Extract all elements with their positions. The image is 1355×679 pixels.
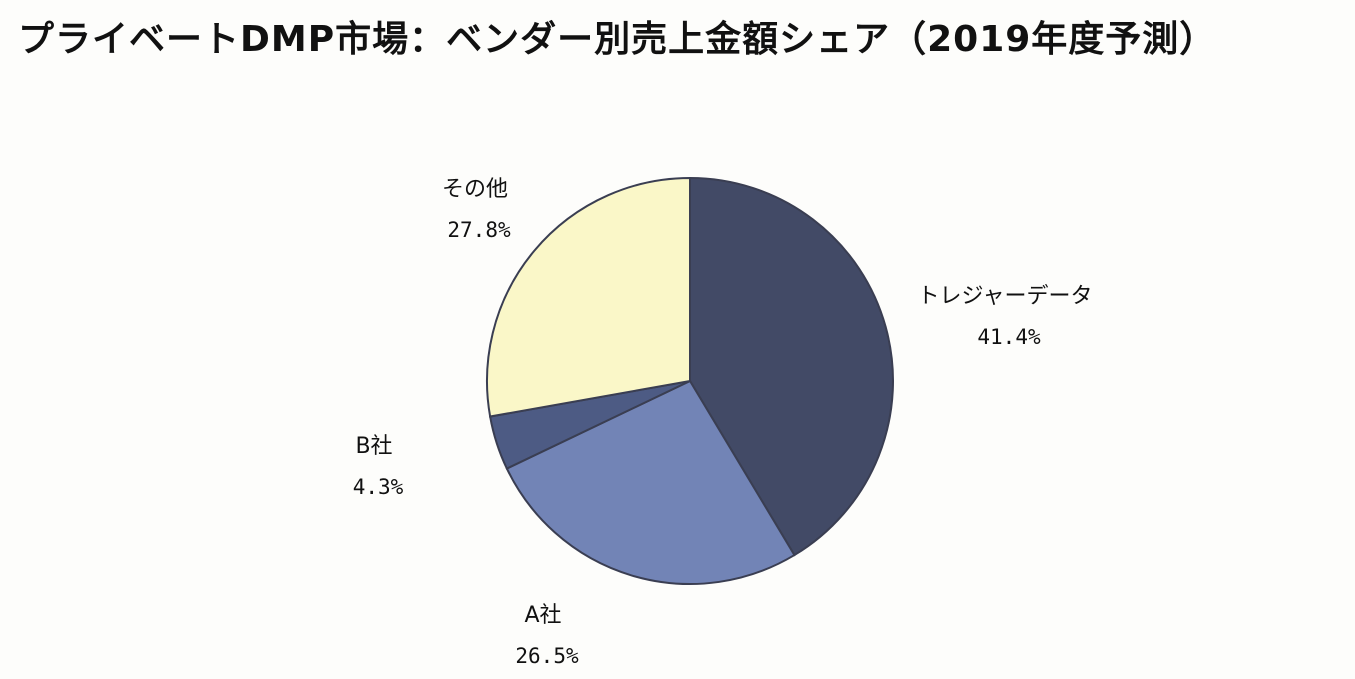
slice-value-label: 41.4% <box>977 325 1041 349</box>
pie-slice <box>486 176 691 418</box>
slice-value-label: 27.8% <box>447 218 511 242</box>
slice-value-label: 4.3% <box>353 475 404 499</box>
pie-slice <box>689 176 894 557</box>
pie-labels: トレジャーデータ 41.4% A社 26.5% B社 4.3% その他 27.8% <box>353 177 1093 668</box>
pie-slice <box>505 379 796 585</box>
slice-label: B社 <box>355 434 392 459</box>
pie-slices <box>486 176 894 585</box>
slice-value-label: 26.5% <box>515 644 579 668</box>
slice-label: A社 <box>524 603 561 628</box>
slice-label: その他 <box>442 177 508 202</box>
chart-title: プライベートDMP市場：ベンダー別売上金額シェア（2019年度予測） <box>18 19 1217 60</box>
slice-label: トレジャーデータ <box>918 284 1093 309</box>
